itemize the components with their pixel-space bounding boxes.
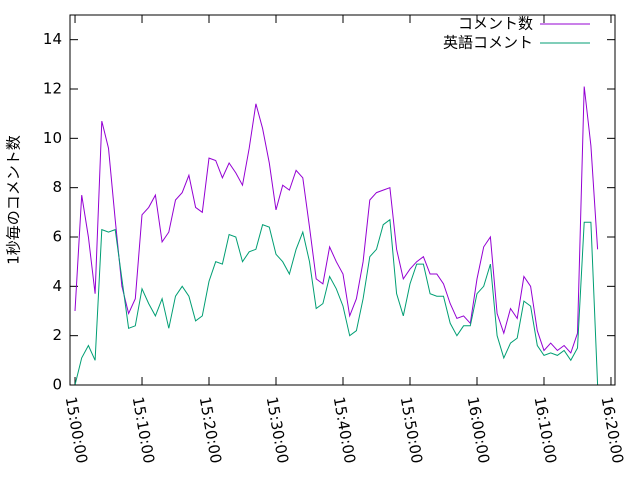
legend-label: コメント数	[458, 15, 533, 33]
series-line	[74, 218, 599, 386]
y-tick-label: 14	[43, 30, 62, 48]
y-tick-label: 10	[43, 129, 62, 147]
y-tick-label: 12	[43, 80, 62, 98]
y-tick-label: 8	[52, 178, 62, 196]
y-tick-label: 6	[52, 228, 62, 246]
y-axis-label: 1秒毎のコメント数	[5, 135, 23, 265]
legend-label: 英語コメント	[443, 34, 533, 52]
series-line	[74, 86, 599, 354]
y-tick-label: 2	[52, 326, 62, 344]
plot-border	[69, 14, 616, 386]
y-tick-label: 4	[52, 277, 62, 295]
y-tick-label: 0	[52, 376, 62, 394]
